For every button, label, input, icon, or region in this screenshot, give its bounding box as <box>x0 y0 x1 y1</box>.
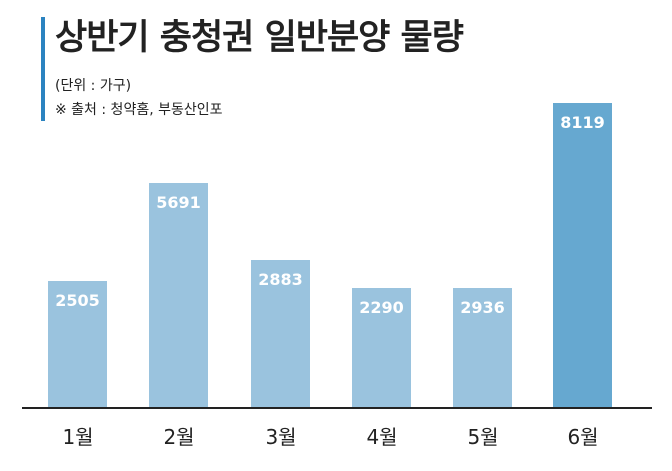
bar-jan: 2505 <box>48 281 107 407</box>
bar-jun: 8119 <box>553 103 612 407</box>
bar-apr: 2290 <box>352 288 411 407</box>
bar-value-label: 8119 <box>560 113 605 132</box>
x-tick-label: 1월 <box>62 425 94 449</box>
bar-value-label: 2883 <box>258 270 303 289</box>
bar-value-label: 2505 <box>55 291 100 310</box>
bar-value-label: 5691 <box>156 193 201 212</box>
x-tick-label: 2월 <box>163 425 195 449</box>
unit-note: (단위 : 가구) <box>55 78 132 94</box>
bar-value-label: 2290 <box>359 298 404 317</box>
x-tick-label: 3월 <box>265 425 297 449</box>
x-axis-line <box>22 407 652 409</box>
bar-mar: 2883 <box>251 260 310 407</box>
x-tick-label: 4월 <box>366 425 398 449</box>
bar-may: 2936 <box>453 288 512 407</box>
source-note: ※ 출처 : 청약홈, 부동산인포 <box>55 102 223 118</box>
bar-value-label: 2936 <box>460 298 505 317</box>
x-tick-label: 5월 <box>467 425 499 449</box>
chart-title: 상반기 충청권 일반분양 물량 <box>55 18 464 58</box>
title-accent-bar <box>41 17 45 121</box>
bar-feb: 5691 <box>149 183 208 407</box>
x-tick-label: 6월 <box>567 425 599 449</box>
